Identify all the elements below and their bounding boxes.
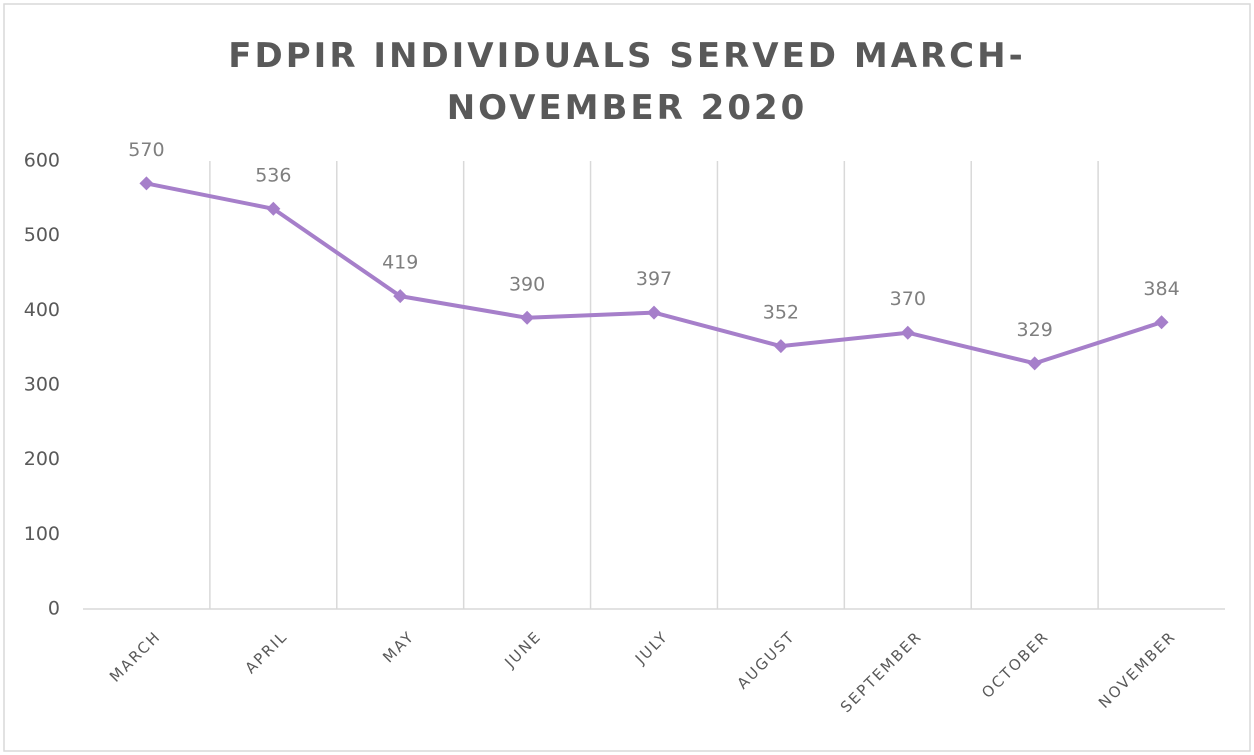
data-label: 397: [636, 268, 672, 290]
data-label: 570: [128, 139, 164, 161]
marker: [139, 176, 154, 191]
y-tick-label: 600: [24, 150, 60, 172]
marker: [1027, 356, 1042, 371]
x-tick-label: SEPTEMBER: [837, 627, 926, 716]
marker: [393, 289, 408, 304]
x-tick-label: APRIL: [241, 627, 291, 677]
x-tick-label: OCTOBER: [978, 627, 1053, 702]
y-tick-label: 400: [24, 299, 60, 321]
y-tick-label: 200: [24, 448, 60, 470]
marker: [520, 310, 535, 325]
chart-border: [3, 3, 1251, 752]
marker: [773, 339, 788, 354]
x-tick-label: JUNE: [500, 627, 545, 672]
y-tick-label: 100: [24, 523, 60, 545]
data-label: 370: [890, 288, 926, 310]
y-tick-label: 0: [48, 598, 60, 620]
x-tick-label: NOVEMBER: [1095, 627, 1180, 712]
marker: [900, 325, 915, 340]
data-label: 352: [763, 302, 799, 324]
x-tick-label: MARCH: [106, 627, 164, 685]
data-label: 329: [1017, 319, 1053, 341]
x-tick-label: MAY: [379, 627, 418, 666]
x-tick-label: AUGUST: [733, 627, 798, 692]
data-label: 384: [1143, 278, 1179, 300]
y-tick-label: 300: [24, 374, 60, 396]
data-label: 536: [255, 164, 291, 186]
y-tick-label: 500: [24, 224, 60, 246]
marker: [266, 201, 281, 216]
chart-title: FDPIR INDIVIDUALS SERVED MARCH-NOVEMBER …: [228, 36, 1026, 128]
data-label: 419: [382, 252, 418, 274]
marker: [1154, 315, 1169, 330]
x-tick-label: JULY: [631, 627, 672, 668]
data-label: 390: [509, 273, 545, 295]
marker: [647, 305, 661, 320]
